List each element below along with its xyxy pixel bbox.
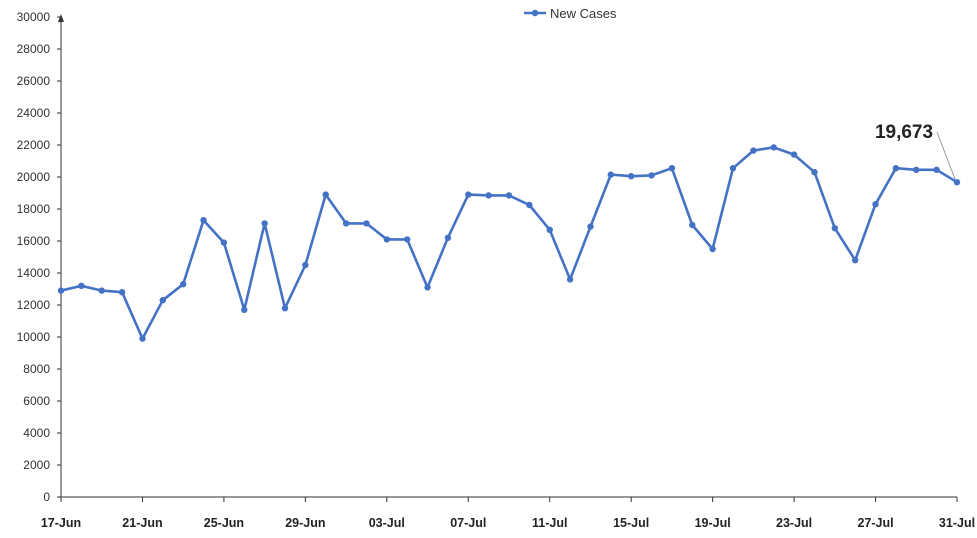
annotations: 19,673 [875,122,956,180]
y-tick-label: 10000 [17,330,51,344]
data-point [220,239,228,246]
data-point [709,245,716,253]
data-point [668,165,676,172]
x-tick-label: 03-Jul [369,516,405,530]
data-point [322,191,329,198]
data-point [566,276,574,283]
x-tick-label: 11-Jul [532,516,567,530]
data-point [648,172,655,179]
y-tick-label: 28000 [17,42,51,56]
data-point [892,165,900,172]
y-axis-arrow [58,14,64,22]
y-tick-label: 26000 [17,74,51,88]
data-point [465,191,472,198]
data-point [57,287,65,294]
y-tick-label: 8000 [23,362,50,376]
y-tick-label: 12000 [17,298,51,312]
data-point [729,165,737,172]
data-point [98,287,105,294]
data-point [241,306,248,313]
y-tick-label: 22000 [17,138,51,152]
y-tick-label: 0 [43,490,50,504]
data-point [281,305,289,312]
data-point [750,147,757,154]
y-axis: 0 2000 4000 6000 8000 10000 12000 14000 16000 180… [17,10,64,504]
data-point [342,220,350,227]
data-point [607,171,615,178]
data-point [485,192,492,199]
data-point [831,225,839,232]
data-point [200,217,207,224]
series-line-new-cases [60,146,958,340]
data-point [851,257,859,264]
callout-label: 19,673 [875,122,933,143]
data-point [689,221,696,229]
data-point [627,173,635,180]
data-point [383,236,391,243]
y-tick-label: 4000 [23,426,50,440]
x-tick-label: 25-Jun [204,516,244,530]
data-point [546,226,553,233]
data-point [118,289,126,296]
data-point [505,192,513,199]
data-point [587,223,594,230]
data-point [424,284,431,291]
data-point [913,166,920,173]
data-point [302,261,309,269]
data-point [953,179,961,186]
data-point [261,220,268,227]
data-point [403,236,411,243]
y-tick-label: 2000 [23,458,50,472]
plot-area [57,144,961,342]
x-tick-label: 27-Jul [857,516,893,530]
data-point [139,335,146,342]
y-tick-label: 6000 [23,394,50,408]
y-tick-label: 30000 [17,10,51,24]
data-point [526,201,533,209]
y-tick-label: 24000 [17,106,51,120]
data-point [811,169,818,176]
x-tick-label: 23-Jul [776,516,812,530]
legend: New Cases [524,6,617,21]
data-point [872,201,879,208]
data-point [770,144,777,151]
x-tick-label: 31-Jul [939,516,975,530]
data-point [78,282,85,289]
x-tick-label: 15-Jul [613,516,649,530]
data-point [790,151,798,158]
x-tick-label: 29-Jun [285,516,325,530]
x-tick-label: 21-Jun [122,516,162,530]
y-tick-label: 20000 [17,170,51,184]
y-tick-label: 18000 [17,202,51,216]
data-point [179,281,187,288]
callout-leader [936,131,956,180]
x-tick-label: 07-Jul [450,516,486,530]
legend-label: New Cases [550,6,617,21]
x-axis: 17-Jun 21-Jun 25-Jun 29-Jun 03-Jul 07-Jul 11-J… [41,496,975,530]
legend-marker [531,9,539,17]
x-tick-label: 19-Jul [695,516,731,530]
data-point [933,166,940,173]
x-tick-label: 17-Jun [41,516,81,530]
data-point [363,220,370,227]
y-tick-label: 16000 [17,234,51,248]
y-tick-label: 14000 [17,266,51,280]
data-point [159,297,167,304]
data-point [444,234,452,241]
